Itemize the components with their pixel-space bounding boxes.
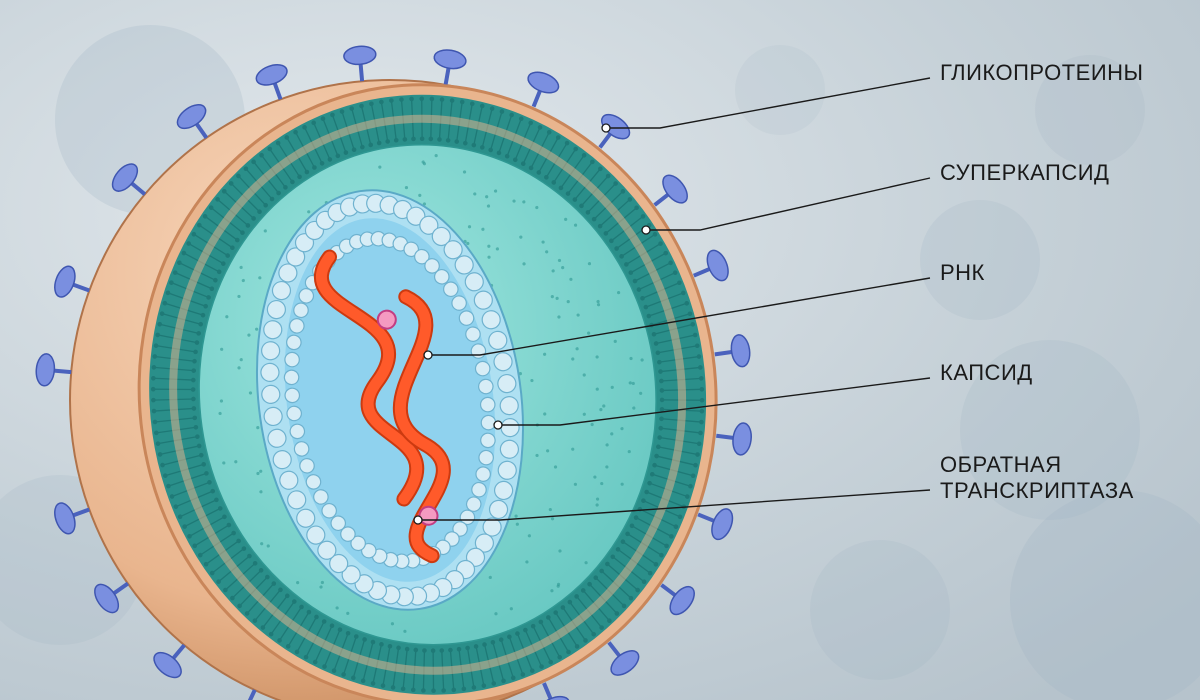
label-supercapsid: СУПЕРКАПСИД <box>940 160 1109 185</box>
diagram-svg <box>0 0 1200 700</box>
label-rna: РНК <box>940 260 985 285</box>
diagram-stage: ГЛИКОПРОТЕИНЫ СУПЕРКАПСИД РНК КАПСИД ОБРАТНА… <box>0 0 1200 700</box>
anchor-supercapsid <box>642 226 650 234</box>
bg-blob <box>810 540 950 680</box>
anchor-reverse_transcriptase <box>414 516 422 524</box>
label-glycoproteins: ГЛИКОПРОТЕИНЫ <box>940 60 1144 85</box>
label-reverse_transcriptase: ОБРАТНАЯ ТРАНСКРИПТАЗА <box>940 452 1134 503</box>
anchor-capsid <box>494 421 502 429</box>
anchor-rna <box>424 351 432 359</box>
bg-blob <box>735 45 825 135</box>
anchor-glycoproteins <box>602 124 610 132</box>
label-capsid: КАПСИД <box>940 360 1033 385</box>
